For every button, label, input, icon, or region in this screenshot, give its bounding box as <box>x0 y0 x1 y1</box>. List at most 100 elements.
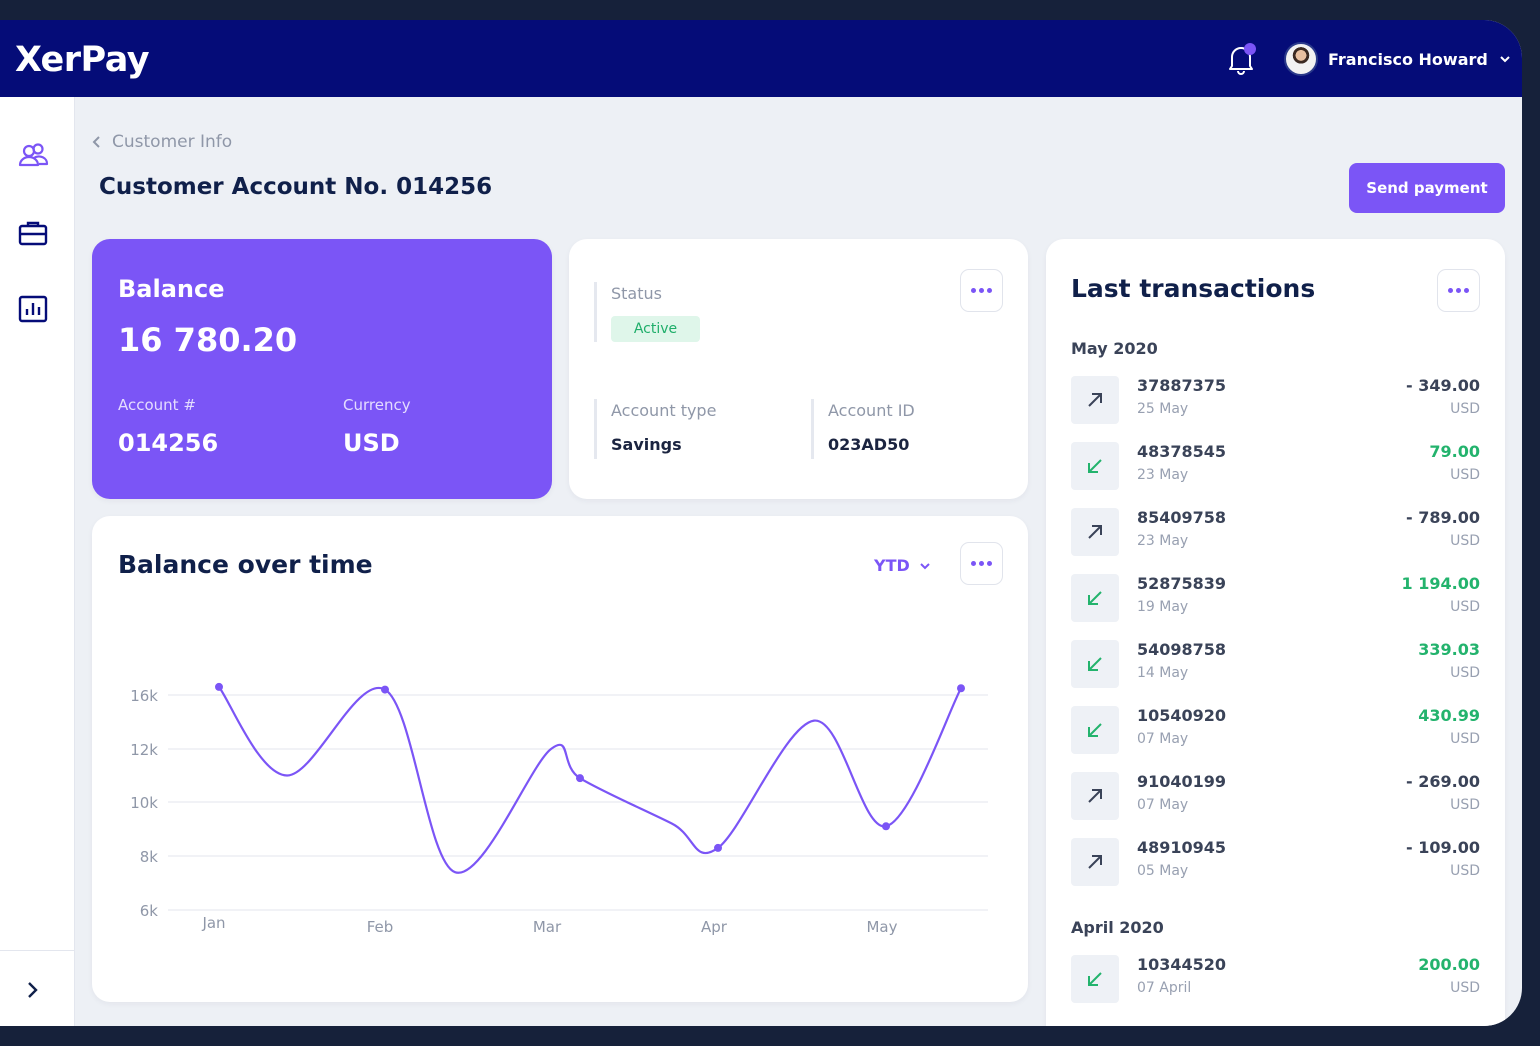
transaction-row[interactable]: 52875839 19 May 1 194.00 USD <box>1071 574 1480 624</box>
divider <box>811 399 814 459</box>
arrow-up-right-icon <box>1071 376 1119 424</box>
currency-value: USD <box>343 429 400 457</box>
data-point <box>882 822 890 831</box>
transaction-date: 05 May <box>1137 863 1189 879</box>
chart-more-button[interactable] <box>960 542 1003 585</box>
period-value: YTD <box>874 556 910 575</box>
transaction-group-heading: May 2020 <box>1071 339 1158 358</box>
x-tick-label: Feb <box>367 918 394 936</box>
arrow-up-right-icon <box>1071 772 1119 820</box>
series-line <box>218 686 962 874</box>
transaction-row[interactable]: 54098758 14 May 339.03 USD <box>1071 640 1480 690</box>
user-menu[interactable]: Francisco Howard <box>1284 42 1512 76</box>
breadcrumb[interactable]: Customer Info <box>92 132 232 152</box>
transaction-row[interactable]: 91040199 07 May - 269.00 USD <box>1071 772 1480 822</box>
balance-card: Balance 16 780.20 Account # 014256 Curre… <box>92 239 552 499</box>
arrow-down-left-icon <box>1071 574 1119 622</box>
send-payment-button[interactable]: Send payment <box>1349 163 1505 213</box>
period-dropdown[interactable]: YTD <box>874 556 931 575</box>
transactions-card: Last transactions May 2020 37887375 25 May… <box>1046 239 1505 1026</box>
transaction-row[interactable]: 48378545 23 May 79.00 USD <box>1071 442 1480 492</box>
arrow-up-right-icon <box>1071 508 1119 556</box>
transaction-currency: USD <box>1450 467 1480 483</box>
data-point <box>576 774 584 783</box>
divider <box>594 282 597 342</box>
transaction-row[interactable]: 37887375 25 May - 349.00 USD <box>1071 376 1480 426</box>
page-title: Customer Account No. 014256 <box>99 174 493 200</box>
currency-label: Currency <box>343 396 411 414</box>
transaction-id: 91040199 <box>1137 772 1227 791</box>
users-icon[interactable] <box>17 139 49 171</box>
arrow-up-right-icon <box>1071 838 1119 886</box>
transaction-id: 54098758 <box>1137 640 1227 659</box>
account-status-card: Status Active Account type Savings Accou… <box>569 239 1028 499</box>
account-type-label: Account type <box>611 401 717 420</box>
transaction-row[interactable]: 10344520 07 April 200.00 USD <box>1071 955 1480 1005</box>
transaction-id: 10344520 <box>1137 955 1227 974</box>
transaction-amount: 339.03 <box>1418 640 1480 659</box>
y-tick-label: 6k <box>140 902 159 920</box>
transaction-amount: 79.00 <box>1429 442 1480 461</box>
status-more-button[interactable] <box>960 269 1003 312</box>
transactions-title: Last transactions <box>1071 274 1316 303</box>
sidebar-footer <box>0 950 75 1026</box>
chevron-down-icon <box>1500 56 1510 63</box>
transaction-id: 85409758 <box>1137 508 1227 527</box>
briefcase-icon[interactable] <box>17 217 49 249</box>
transaction-currency: USD <box>1450 731 1480 747</box>
arrow-down-left-icon <box>1071 640 1119 688</box>
data-point <box>215 682 223 691</box>
transaction-currency: USD <box>1450 533 1480 549</box>
arrow-down-left-icon <box>1071 955 1119 1003</box>
arrow-down-left-icon <box>1071 706 1119 754</box>
arrow-down-left-icon <box>1071 442 1119 490</box>
x-tick-label: Apr <box>701 918 728 936</box>
x-tick-label: Mar <box>533 918 562 936</box>
breadcrumb-label: Customer Info <box>112 132 233 152</box>
transactions-more-button[interactable] <box>1437 269 1480 312</box>
y-tick-label: 10k <box>130 794 158 812</box>
transaction-amount: - 269.00 <box>1406 772 1480 791</box>
transaction-id: 37887375 <box>1137 376 1227 395</box>
chevron-left-icon <box>92 136 100 148</box>
transaction-currency: USD <box>1450 797 1480 813</box>
transaction-group-heading: April 2020 <box>1071 918 1164 937</box>
notification-bell-icon[interactable] <box>1226 42 1256 76</box>
account-number-value: 014256 <box>118 429 219 457</box>
balance-chart-card: Balance over time YTD 6k 8k 10k 12k 16k Jan Fe… <box>92 516 1028 1002</box>
data-point <box>957 684 965 693</box>
y-tick-label: 8k <box>140 848 159 866</box>
logo: XerPay <box>15 40 150 80</box>
transaction-id: 48378545 <box>1137 442 1227 461</box>
status-badge: Active <box>611 316 700 342</box>
data-point <box>381 685 389 694</box>
chevron-down-icon <box>920 562 930 569</box>
transaction-date: 23 May <box>1137 533 1189 549</box>
line-chart: 6k 8k 10k 12k 16k Jan Feb Mar Apr May <box>130 682 988 936</box>
chevron-right-icon[interactable] <box>24 981 40 999</box>
status-label: Status <box>611 284 662 303</box>
account-id-value: 023AD50 <box>828 435 910 454</box>
transaction-currency: USD <box>1450 980 1480 996</box>
transaction-amount: 200.00 <box>1418 955 1480 974</box>
app-window: XerPay Francisco Howard <box>0 20 1522 1026</box>
transaction-id: 48910945 <box>1137 838 1227 857</box>
transaction-date: 14 May <box>1137 665 1189 681</box>
user-name: Francisco Howard <box>1328 49 1488 69</box>
x-tick-label: May <box>866 918 897 936</box>
transaction-currency: USD <box>1450 863 1480 879</box>
transaction-currency: USD <box>1450 401 1480 417</box>
transaction-amount: - 349.00 <box>1406 376 1480 395</box>
x-tick-label: Jan <box>201 914 225 932</box>
transaction-date: 25 May <box>1137 401 1189 417</box>
transaction-row[interactable]: 85409758 23 May - 789.00 USD <box>1071 508 1480 558</box>
transaction-date: 19 May <box>1137 599 1189 615</box>
transaction-date: 07 May <box>1137 797 1189 813</box>
account-id-label: Account ID <box>828 401 915 420</box>
transaction-row[interactable]: 10540920 07 May 430.99 USD <box>1071 706 1480 756</box>
transaction-row[interactable]: 48910945 05 May - 109.00 USD <box>1071 838 1480 888</box>
bar-chart-icon[interactable] <box>17 293 49 325</box>
data-point <box>714 843 722 852</box>
balance-value: 16 780.20 <box>118 321 298 359</box>
account-number-label: Account # <box>118 396 196 414</box>
